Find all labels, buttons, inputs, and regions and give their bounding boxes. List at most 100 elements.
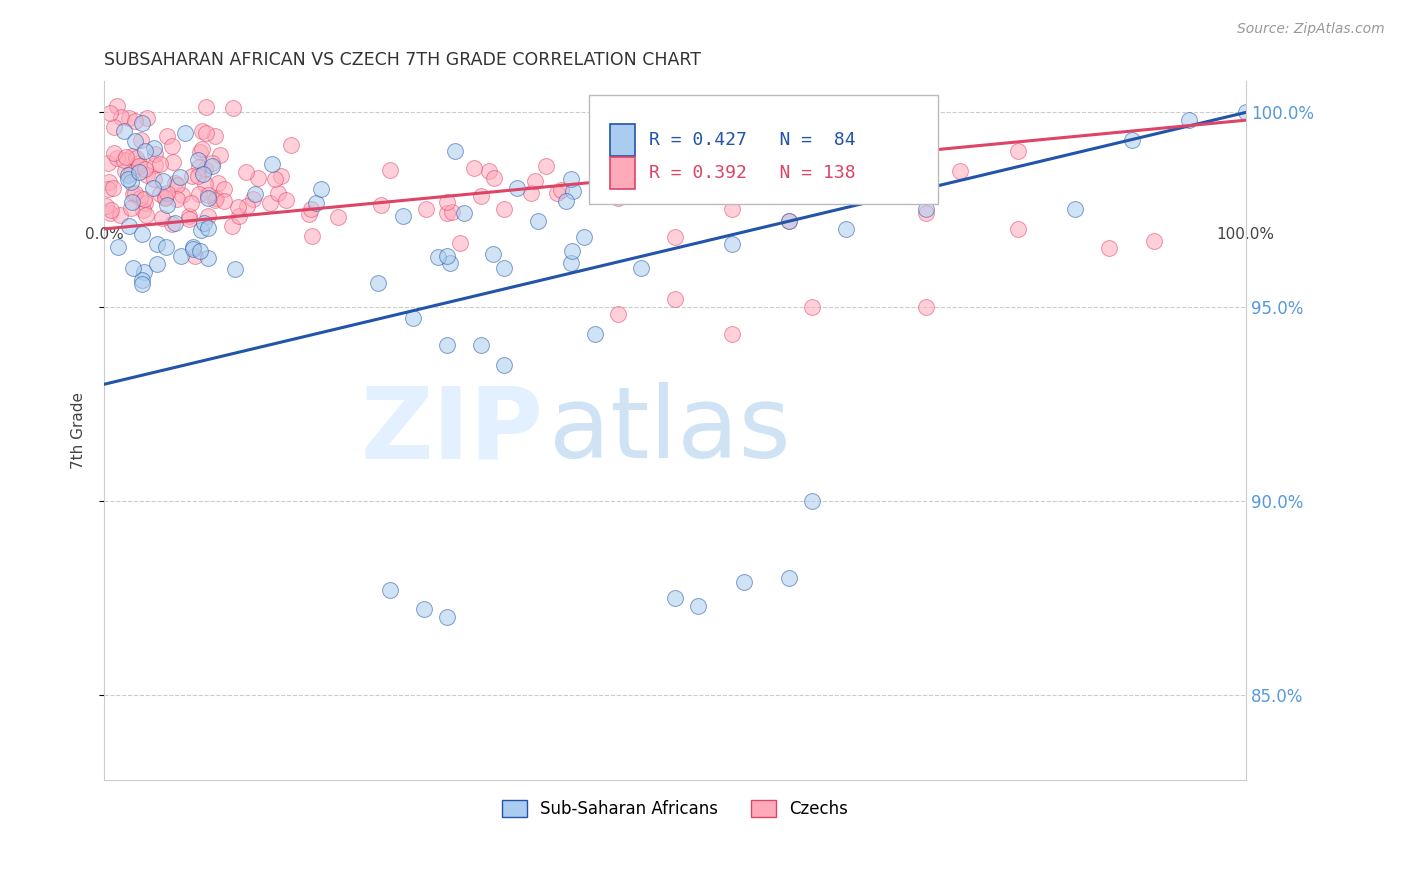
Point xyxy=(201,159,224,173)
Point xyxy=(226,200,249,214)
Point xyxy=(259,195,281,210)
Point xyxy=(124,151,146,165)
Point xyxy=(135,208,157,222)
Point xyxy=(801,493,824,508)
Point xyxy=(236,199,259,213)
Point xyxy=(115,150,138,164)
Point xyxy=(146,237,169,252)
Point xyxy=(449,236,471,251)
Point xyxy=(1177,113,1199,128)
Point xyxy=(173,126,195,140)
Point xyxy=(131,227,153,241)
Point xyxy=(156,186,179,200)
Point xyxy=(160,218,183,232)
Text: 0.0%: 0.0% xyxy=(84,227,124,242)
Point xyxy=(194,161,217,176)
Point xyxy=(367,277,389,291)
Point xyxy=(463,161,485,175)
Point xyxy=(1007,145,1029,159)
Point xyxy=(131,273,153,287)
Point xyxy=(607,191,630,205)
Point xyxy=(555,194,578,208)
Point xyxy=(117,172,139,186)
Point xyxy=(572,229,595,244)
Point xyxy=(145,158,167,172)
Point xyxy=(134,144,156,158)
Point xyxy=(134,192,156,206)
Point xyxy=(177,209,200,223)
Point xyxy=(188,145,211,159)
Point xyxy=(197,187,219,202)
Point xyxy=(188,244,211,259)
Point xyxy=(131,277,153,292)
Point xyxy=(155,190,177,204)
Point xyxy=(149,186,172,201)
Point xyxy=(222,102,245,116)
Point xyxy=(274,193,297,207)
Point xyxy=(197,209,219,223)
Point xyxy=(440,205,463,219)
Point xyxy=(721,326,744,341)
Point xyxy=(112,153,135,167)
Point xyxy=(470,338,492,352)
Point xyxy=(190,223,212,237)
Point xyxy=(263,171,285,186)
Point xyxy=(1098,241,1121,255)
Point xyxy=(194,126,217,140)
Point xyxy=(122,261,145,276)
Point xyxy=(118,112,141,126)
Point xyxy=(163,216,186,230)
Point xyxy=(97,175,120,189)
Point xyxy=(242,192,264,206)
Point xyxy=(520,186,543,201)
Point xyxy=(721,202,744,217)
Point xyxy=(247,170,270,185)
Point xyxy=(439,255,461,269)
Point xyxy=(204,193,226,207)
Point xyxy=(197,251,219,265)
Text: R = 0.392   N = 138: R = 0.392 N = 138 xyxy=(648,164,855,182)
Point xyxy=(97,182,120,196)
Point xyxy=(664,229,686,244)
Point xyxy=(187,169,209,183)
Point xyxy=(949,163,972,178)
Point xyxy=(166,178,188,192)
Point xyxy=(401,311,423,326)
Point xyxy=(128,191,150,205)
Point xyxy=(378,163,401,178)
Point xyxy=(190,124,212,138)
Point xyxy=(214,182,236,196)
Point xyxy=(169,169,191,184)
Point xyxy=(103,120,125,135)
Point xyxy=(301,228,323,243)
Point xyxy=(309,181,332,195)
Point xyxy=(470,189,492,203)
Point xyxy=(443,144,465,158)
Point xyxy=(427,250,450,264)
Point xyxy=(560,256,582,270)
Point xyxy=(131,115,153,129)
Point xyxy=(128,155,150,169)
Point xyxy=(143,141,166,155)
Point xyxy=(156,129,179,144)
Point xyxy=(187,153,209,167)
Point xyxy=(212,194,235,209)
Point xyxy=(506,181,529,195)
Point xyxy=(117,168,139,182)
Point xyxy=(190,142,212,156)
Point xyxy=(378,582,401,597)
Point xyxy=(193,216,215,230)
Point xyxy=(561,184,583,198)
Point xyxy=(523,174,546,188)
Point xyxy=(370,197,392,211)
Point xyxy=(103,146,125,161)
Point xyxy=(98,206,121,220)
Point xyxy=(110,208,132,222)
Point xyxy=(180,195,202,210)
Point xyxy=(155,191,177,205)
Point xyxy=(1063,202,1085,217)
Point xyxy=(778,214,800,228)
Point xyxy=(120,166,142,180)
Point xyxy=(94,199,117,213)
Point xyxy=(134,195,156,210)
